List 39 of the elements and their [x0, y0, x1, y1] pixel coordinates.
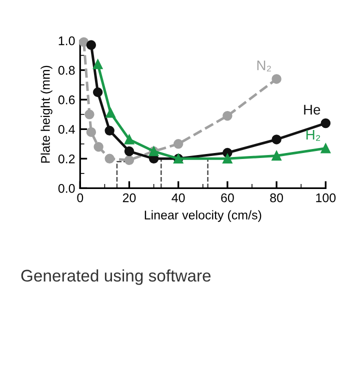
x-tick-label: 100 [316, 193, 336, 202]
point [92, 87, 103, 98]
point [124, 146, 134, 156]
x-tick-label: 40 [172, 193, 185, 202]
y-axis-title: Plate height (mm) [40, 66, 52, 163]
point [86, 40, 96, 50]
series-label: N₂ [257, 60, 271, 72]
y-tick-label: 0.6 [58, 95, 75, 104]
x-tick-label: 20 [122, 193, 136, 202]
point [92, 59, 103, 70]
text: Generated using software [21, 269, 211, 285]
y-tick-label: 0.8 [58, 66, 75, 75]
point [272, 150, 282, 161]
y-tick-label: 0.4 [58, 124, 75, 134]
point [124, 134, 134, 144]
point [320, 143, 331, 154]
point [173, 139, 184, 149]
point [222, 111, 232, 121]
y-tick-label: 0.0 [58, 184, 75, 193]
x-tick-label: 0 [77, 193, 84, 202]
point [84, 110, 94, 120]
point [78, 37, 89, 47]
point [104, 126, 114, 136]
point [272, 74, 282, 84]
x-tick-label: 80 [270, 193, 284, 202]
point [272, 134, 282, 144]
series-label: H₂ [306, 130, 320, 141]
point [86, 127, 96, 137]
point [106, 108, 116, 118]
y-tick-label: 0.2 [58, 154, 75, 164]
point [104, 154, 114, 164]
point [124, 155, 134, 166]
point [222, 154, 232, 164]
x-axis-title: Linear velocity (cm/s) [144, 210, 262, 222]
point [94, 142, 104, 152]
y-tick-label: 1.0 [58, 36, 75, 46]
point [320, 118, 331, 128]
series-label: He [304, 104, 320, 115]
x-tick-label: 60 [221, 193, 234, 202]
